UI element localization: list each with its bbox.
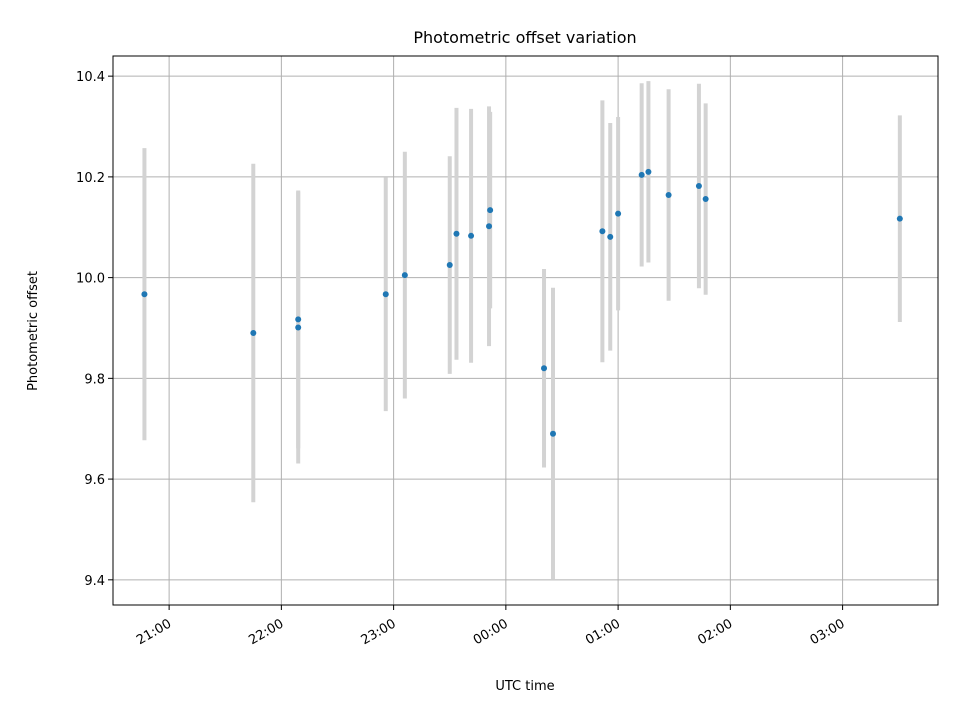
data-point (599, 228, 606, 235)
data-point (295, 324, 302, 331)
data-point (607, 233, 614, 240)
data-points (141, 168, 903, 437)
data-point (550, 430, 556, 437)
data-point (541, 365, 548, 372)
y-axis: 9.4 9.6 9.8 10.0 10.2 10.4 (76, 70, 113, 589)
data-point (896, 215, 903, 222)
data-point (382, 291, 389, 298)
data-point (486, 223, 493, 230)
data-point (401, 272, 408, 279)
data-point (250, 330, 257, 337)
x-axis-label: UTC time (495, 679, 554, 694)
data-point (615, 210, 622, 217)
data-point (645, 168, 652, 175)
data-point (468, 232, 475, 239)
plot-frame (112, 55, 939, 606)
y-tick-label: 10.2 (76, 171, 105, 186)
chart-title: Photometric offset variation (413, 28, 636, 47)
y-tick-label: 9.6 (84, 473, 105, 488)
data-point (295, 316, 302, 323)
y-tick-label: 10.4 (76, 70, 105, 85)
data-point (638, 171, 645, 178)
data-point (453, 230, 460, 237)
data-point (702, 196, 709, 203)
data-point (487, 207, 494, 214)
data-point (446, 262, 453, 269)
y-tick-label: 9.8 (84, 372, 105, 387)
y-tick-label: 10.0 (76, 272, 105, 287)
y-tick-label: 9.4 (84, 574, 105, 589)
grid (113, 56, 938, 605)
data-point (141, 291, 148, 298)
y-axis-label: Photometric offset (26, 271, 41, 391)
data-point (695, 182, 702, 189)
data-point (665, 192, 672, 199)
